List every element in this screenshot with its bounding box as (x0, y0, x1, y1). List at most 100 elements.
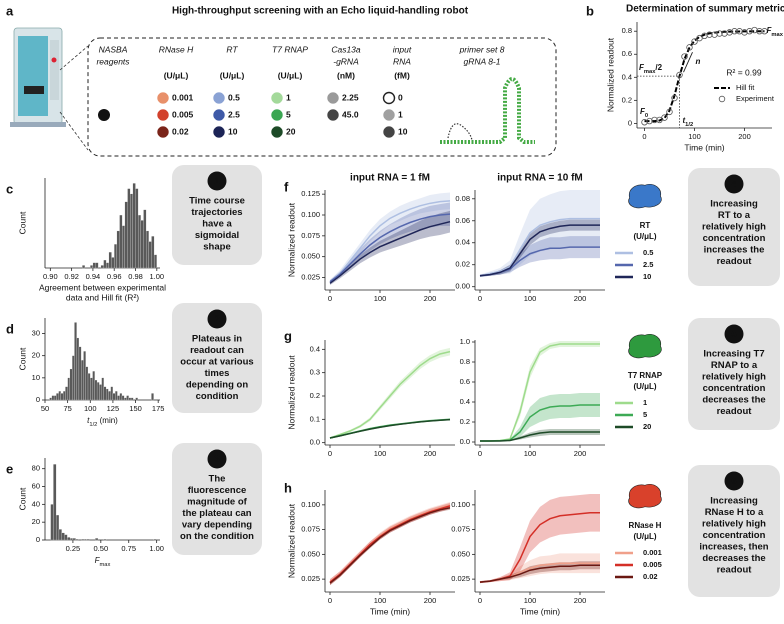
reagent-swatch (271, 126, 283, 138)
robot-panel (18, 36, 48, 116)
annotation: F0 (640, 107, 648, 118)
reagent-level: 10 (398, 126, 408, 136)
data-point (681, 53, 688, 60)
data-point (736, 28, 743, 35)
y-tick-label: 0.075 (301, 231, 320, 240)
legend-label: Experiment (736, 94, 775, 103)
histogram-bar (143, 209, 147, 269)
callout-box (688, 168, 780, 286)
series-line (329, 213, 451, 283)
robot-base (10, 122, 66, 127)
annotation-note: R² = 0.99 (726, 67, 761, 77)
histogram-bar (128, 397, 132, 401)
callout-text: RNase H to a (705, 507, 764, 518)
reagent-swatch (382, 91, 396, 105)
callout-text: concentration (703, 383, 766, 394)
legend-swatch (718, 95, 726, 103)
y-tick-label: 30 (32, 328, 40, 337)
y-tick-label: 0.125 (301, 189, 320, 198)
chart: 0 100 200 0.0 0.1 0.2 0.3 0.4 Normalized readout (286, 340, 455, 458)
series-line (644, 30, 765, 123)
histogram-bar (56, 393, 59, 401)
histogram-bar (130, 397, 134, 401)
chart: 0.25 0.50 0.75 1.00 0 20 40 60 80 Fmax Count (17, 458, 164, 568)
histogram-bar (140, 220, 144, 269)
histogram-bar (127, 188, 131, 269)
reagent-box (87, 37, 557, 157)
legend-label: 5 (643, 410, 647, 419)
callout-number: 3 (214, 454, 219, 465)
chart: 50 75 100 125 150 175 0 10 20 30 t1/2 (min) Count (17, 318, 164, 428)
x-axis-label: Fmax (95, 556, 111, 567)
histogram-bar (86, 539, 90, 541)
data-point (701, 32, 708, 40)
histogram-bar (64, 534, 68, 541)
data-point (671, 94, 678, 102)
histogram-bar (151, 236, 155, 269)
y-tick-label: 0.2 (622, 95, 632, 104)
y-tick-label: 10 (32, 373, 40, 382)
column-name: RNA (393, 56, 411, 66)
series-line (329, 350, 451, 439)
histogram-bar (53, 464, 57, 541)
legend-label: Hill fit (736, 83, 755, 92)
histogram-bar (135, 397, 138, 401)
legend-title: RT (640, 221, 651, 230)
column-unit: (U/μL) (278, 70, 303, 80)
robot-slot (24, 86, 44, 94)
callout-text: vary depending (182, 520, 252, 531)
callout-text: occur at various (180, 357, 253, 368)
x-axis-label: t1/2 (min) (87, 416, 118, 427)
callout-text: readout (717, 565, 753, 576)
callout-box (172, 303, 262, 413)
callout-box (172, 443, 262, 555)
error-band (480, 393, 600, 442)
callout-number: 6 (731, 476, 736, 487)
histogram-bar (67, 377, 71, 401)
reagent-swatch (213, 126, 225, 138)
column-unit: (nM) (337, 70, 355, 80)
x-tick-label: 50 (41, 404, 49, 413)
x-tick-label: 75 (63, 404, 71, 413)
x-tick-label: 150 (129, 404, 142, 413)
x-tick-label: 200 (574, 596, 587, 605)
histogram-bar (132, 183, 136, 269)
error-band (480, 190, 600, 277)
data-point (676, 71, 683, 79)
error-band (330, 418, 450, 439)
x-tick-label: 0 (328, 596, 332, 605)
callout-text: relatively high (702, 519, 766, 530)
data-point (741, 29, 748, 36)
y-tick-label: 0.4 (460, 397, 470, 406)
histogram-bar (92, 371, 95, 401)
error-band (330, 505, 450, 586)
histogram-bar (75, 539, 79, 541)
histogram-bar (103, 386, 107, 401)
annotation-main: F (640, 107, 646, 116)
connector (59, 111, 89, 151)
series-line (480, 431, 600, 442)
x-tick-label: 100 (84, 404, 97, 413)
series-line (479, 564, 600, 583)
robot-light (51, 57, 57, 63)
chart: 0 100 200 0.025 0.050 0.075 0.100 Time (min) RNa… (451, 484, 662, 616)
series-line (329, 418, 451, 439)
y-tick-label: 0.2 (460, 417, 470, 426)
data-point (716, 30, 723, 37)
reagent-level: 0.5 (228, 92, 240, 102)
legend-icon (628, 484, 662, 509)
reagent-swatch (327, 109, 339, 121)
histogram-bar (53, 395, 57, 401)
histogram-bar (110, 386, 114, 401)
x-axis-label: Time (min) (520, 606, 560, 616)
histogram-bar (116, 230, 120, 269)
y-tick-label: 0.025 (451, 574, 470, 583)
legend-icon (628, 334, 662, 359)
annotation-sub: max (771, 32, 783, 38)
robot-illustration (10, 27, 89, 151)
data-point (756, 28, 763, 35)
